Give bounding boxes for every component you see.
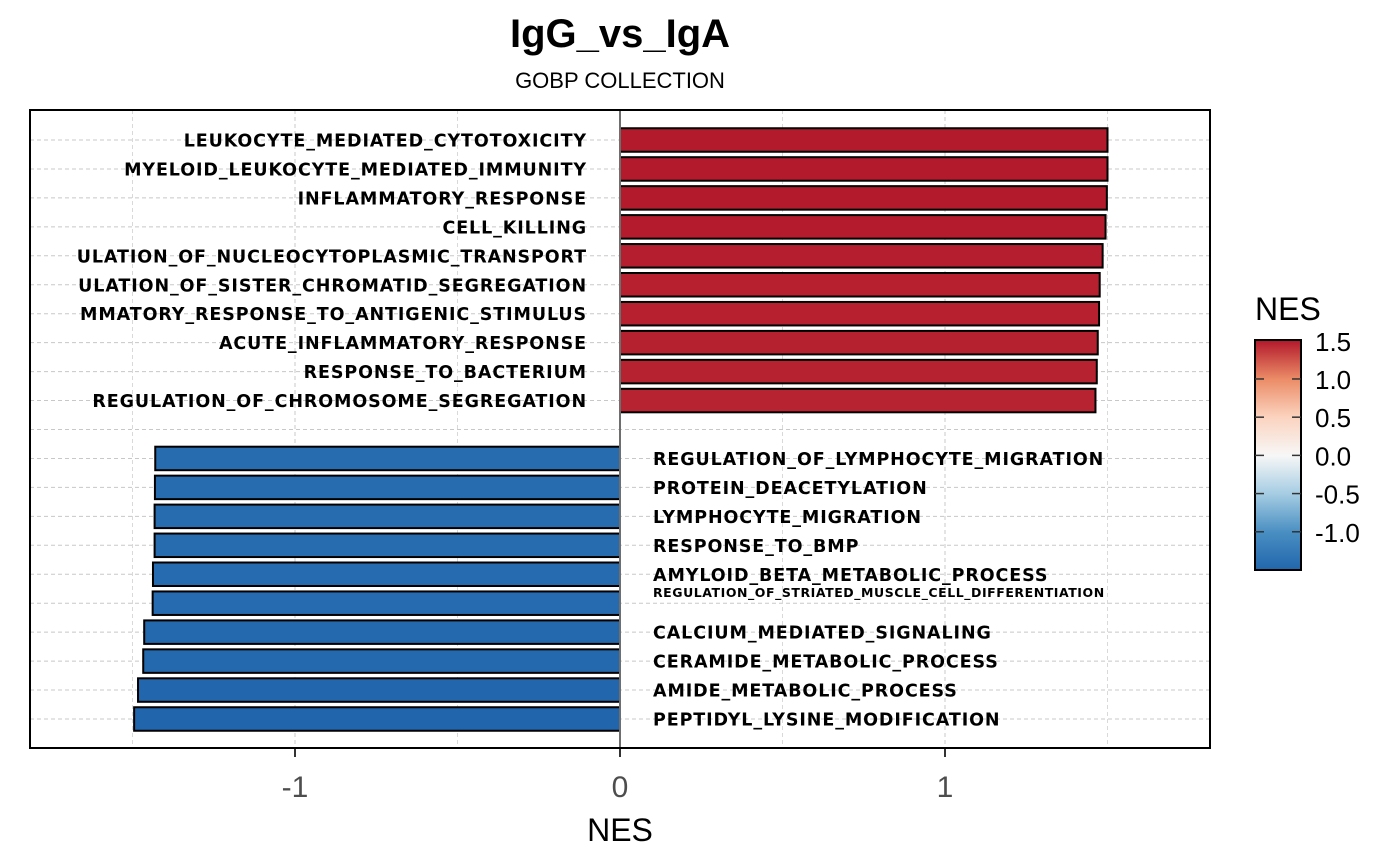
bars	[133, 127, 1109, 732]
bar-label: MMATORY_RESPONSE_TO_ANTIGENIC_STIMULUS	[80, 305, 587, 325]
legend-title: NES	[1255, 291, 1321, 327]
bar-label: INFLAMMATORY_RESPONSE	[298, 189, 587, 209]
x-tick-label: 1	[937, 771, 954, 804]
x-axis: -1 0 1	[282, 749, 954, 804]
x-tick-label: -1	[282, 771, 309, 804]
nes-bar	[154, 445, 621, 472]
legend-ticks: 1.5 1.0 0.5 0.0 -0.5 -1.0	[1255, 327, 1360, 548]
legend-tick-label: -0.5	[1315, 480, 1360, 510]
nes-bar	[619, 387, 1097, 414]
bar-label: REGULATION_OF_LYMPHOCYTE_MIGRATION	[653, 450, 1104, 470]
nes-bar	[619, 127, 1109, 153]
nes-bar	[151, 561, 621, 587]
nes-bar	[151, 590, 621, 616]
nes-bar	[133, 706, 621, 732]
x-axis-title: NES	[587, 812, 653, 848]
bar-label: ACUTE_INFLAMMATORY_RESPONSE	[219, 334, 587, 354]
nes-bar	[143, 619, 621, 645]
bar-label: ULATION_OF_SISTER_CHROMATID_SEGREGATION	[78, 276, 587, 296]
nes-bar	[153, 474, 622, 501]
bar-label: AMIDE_METABOLIC_PROCESS	[653, 682, 958, 702]
bar-label: MYELOID_LEUKOCYTE_MEDIATED_IMMUNITY	[124, 160, 587, 180]
legend-tick-label: 0.5	[1315, 403, 1351, 433]
nes-bar	[619, 214, 1107, 240]
nes-bar	[619, 156, 1109, 182]
nes-bar	[619, 329, 1099, 356]
bar-label: PEPTIDYL_LYSINE_MODIFICATION	[653, 711, 1000, 731]
bar-label: CELL_KILLING	[442, 218, 587, 238]
bar-label: PROTEIN_DEACETYLATION	[653, 479, 928, 499]
chart-title: IgG_vs_IgA	[510, 12, 730, 56]
nes-bar	[619, 358, 1098, 385]
plot-panel-border	[29, 109, 1211, 749]
nes-bar	[619, 185, 1108, 211]
bar-label: REGULATION_OF_CHROMOSOME_SEGREGATION	[92, 392, 587, 412]
bar-label: LYMPHOCYTE_MIGRATION	[653, 508, 922, 528]
bar-labels: LEUKOCYTE_MEDIATED_CYTOTOXICITY MYELOID_L…	[77, 132, 1105, 731]
bar-label: AMYLOID_BETA_METABOLIC_PROCESS	[653, 566, 1048, 586]
x-tick-label: 0	[612, 771, 629, 804]
bar-label: CALCIUM_MEDIATED_SIGNALING	[653, 624, 992, 644]
legend-tick-label: 1.5	[1315, 327, 1351, 357]
bar-label: LEUKOCYTE_MEDIATED_CYTOTOXICITY	[184, 132, 587, 152]
nes-bar	[153, 532, 621, 559]
bar-label: RESPONSE_TO_BACTERIUM	[304, 363, 587, 383]
legend-tick-label: 0.0	[1315, 441, 1351, 471]
bar-label: REGULATION_OF_STRIATED_MUSCLE_CELL_DIFFE…	[653, 585, 1105, 601]
nes-bar	[619, 272, 1101, 298]
chart-subtitle: GOBP COLLECTION	[515, 68, 725, 93]
legend-tick-label: -1.0	[1315, 518, 1360, 548]
legend-tick-label: 1.0	[1315, 365, 1351, 395]
bar-label: ULATION_OF_NUCLEOCYTOPLASMIC_TRANSPORT	[77, 247, 587, 267]
nes-bar	[137, 677, 621, 703]
nes-bar	[619, 300, 1101, 327]
nes-bar	[619, 243, 1104, 269]
bar-label: CERAMIDE_METABOLIC_PROCESS	[653, 653, 999, 673]
nes-bar	[153, 503, 621, 530]
nes-bar	[142, 648, 621, 674]
color-legend: NES 1.5 1.0 0.5 0.0 -0.5 -1.0	[1254, 291, 1360, 571]
bar-label: RESPONSE_TO_BMP	[653, 537, 859, 557]
